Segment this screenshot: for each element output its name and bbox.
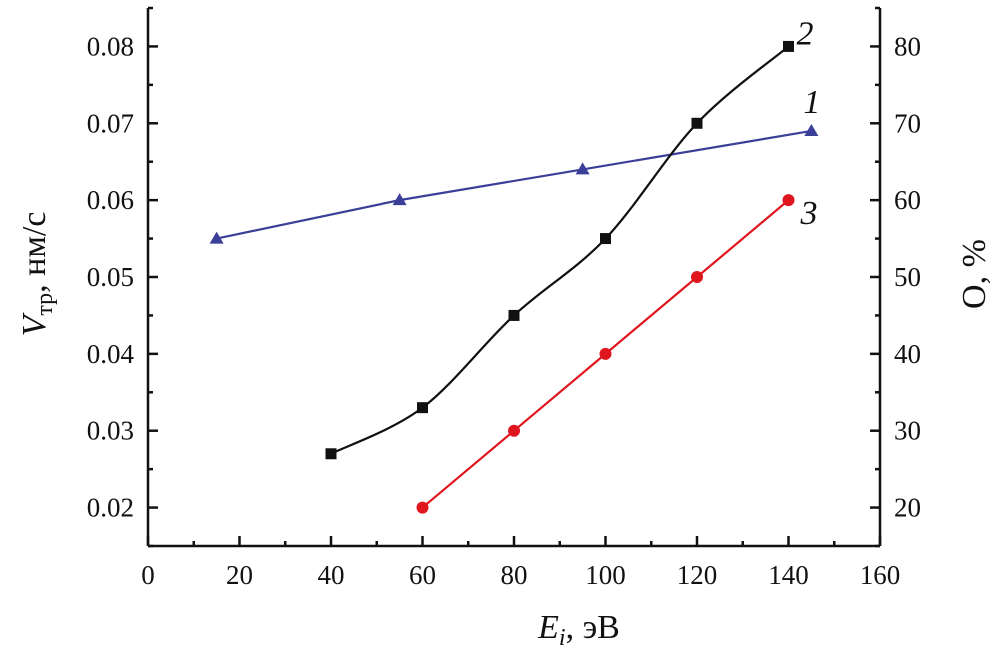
y-right-tick-label: 30 [894, 416, 921, 446]
series-1-line [216, 129, 812, 240]
series-1-point [392, 193, 407, 206]
y-right-tick-label: 80 [894, 31, 921, 61]
y-left-tick-label: 0.06 [87, 185, 134, 215]
x-axis-title: Ei, эВ [537, 609, 620, 651]
series-1-point [804, 123, 819, 136]
x-axis-title-rest: , эВ [566, 609, 620, 646]
y-left-tick-label: 0.03 [87, 416, 134, 446]
x-axis-title-main: E [537, 609, 559, 646]
y-left-tick-label: 0.04 [87, 339, 135, 369]
series-2-point [325, 448, 337, 460]
series-2-line [330, 45, 790, 455]
series-curves [216, 45, 812, 509]
series-3-point [599, 347, 612, 360]
series-2-point [691, 117, 703, 129]
series-2-label: 2 [797, 15, 814, 52]
series-1-label: 1 [803, 84, 820, 121]
series-3-point [782, 194, 795, 207]
y-right-tick-label: 20 [894, 493, 921, 523]
y-right-axis-title: O, % [956, 239, 993, 309]
y-left-tick-label: 0.02 [87, 493, 134, 523]
y-left-tick-label: 0.07 [87, 108, 134, 138]
series-3-point [508, 424, 520, 437]
y-right-tick-label: 70 [894, 108, 921, 138]
series-labels: 1 2 3 [797, 15, 821, 232]
y-right-tick-label: 40 [894, 339, 921, 369]
x-tick-label: 60 [409, 560, 436, 590]
series-2-point [417, 402, 428, 414]
x-tick-label: 20 [226, 560, 253, 590]
y-left-axis-title: Vтр, нм/с [16, 212, 58, 337]
x-tick-label: 80 [501, 560, 528, 590]
x-tick-label: 0 [141, 560, 155, 590]
x-tick-label: 140 [768, 560, 809, 590]
x-tick-label: 160 [860, 560, 901, 590]
series-3-point [416, 501, 429, 514]
x-tick-label: 120 [677, 560, 718, 590]
axis-ticks: 0 20 40 60 80 100 120 140 1600.020.030.040.050.0… [87, 6, 921, 590]
y-left-axis-title-rest: , нм/с [16, 212, 53, 293]
series-3-point [691, 271, 703, 283]
plot-frame [146, 8, 882, 548]
y-right-tick-label: 60 [894, 185, 921, 215]
x-axis-title-sub: i [559, 625, 566, 651]
y-left-tick-label: 0.05 [87, 262, 134, 292]
y-left-tick-label: 0.08 [87, 31, 134, 61]
x-tick-label: 100 [585, 560, 626, 590]
series-3-label: 3 [800, 195, 818, 232]
series-1-point [575, 162, 590, 175]
y-left-axis-title-sub: тр [32, 293, 58, 316]
series-2-point [783, 40, 794, 52]
series-2-point [600, 233, 611, 245]
series-2-point [508, 309, 520, 321]
series-markers [209, 40, 819, 514]
y-right-tick-label: 50 [894, 262, 921, 292]
x-tick-label: 40 [318, 560, 345, 590]
series-1-point [209, 231, 224, 244]
